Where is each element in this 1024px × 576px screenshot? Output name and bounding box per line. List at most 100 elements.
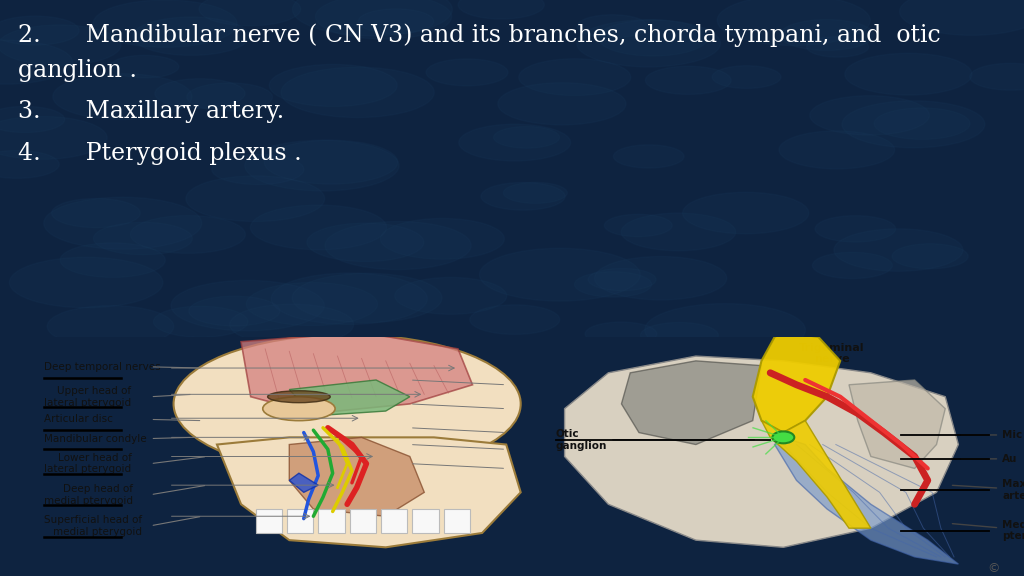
Circle shape <box>970 63 1024 90</box>
Polygon shape <box>774 437 958 564</box>
Circle shape <box>519 59 631 96</box>
Circle shape <box>899 0 1024 35</box>
Text: Au: Au <box>962 454 1018 464</box>
Circle shape <box>60 243 165 278</box>
Text: Mandibular condyle: Mandibular condyle <box>44 434 147 444</box>
Bar <box>381 509 408 533</box>
Circle shape <box>264 140 397 184</box>
Circle shape <box>604 214 672 237</box>
Circle shape <box>110 55 179 78</box>
Circle shape <box>51 199 140 228</box>
Circle shape <box>645 66 731 94</box>
Circle shape <box>394 278 507 314</box>
Circle shape <box>133 17 250 55</box>
Circle shape <box>585 322 657 346</box>
Circle shape <box>0 40 73 84</box>
Circle shape <box>229 304 353 345</box>
Circle shape <box>325 221 471 270</box>
Circle shape <box>470 305 560 335</box>
Text: Deep temporal nerves: Deep temporal nerves <box>44 362 161 372</box>
Bar <box>318 509 345 533</box>
Bar <box>287 509 313 533</box>
Bar <box>349 509 376 533</box>
Text: Medial
pterygoid: Medial pterygoid <box>952 520 1024 541</box>
Circle shape <box>154 306 248 338</box>
Text: Mic: Mic <box>962 430 1022 440</box>
Circle shape <box>188 296 280 326</box>
Circle shape <box>245 140 399 191</box>
Circle shape <box>588 268 656 291</box>
Circle shape <box>834 229 963 271</box>
Polygon shape <box>217 437 520 547</box>
Polygon shape <box>762 420 870 528</box>
Circle shape <box>0 25 121 65</box>
Text: Maxillary
artery: Maxillary artery <box>952 479 1024 501</box>
Circle shape <box>281 67 434 118</box>
Circle shape <box>9 257 163 308</box>
Circle shape <box>271 273 427 324</box>
Circle shape <box>53 74 193 120</box>
Text: Superficial head of
medial pterygoid: Superficial head of medial pterygoid <box>44 515 142 537</box>
Circle shape <box>212 154 304 184</box>
Circle shape <box>380 218 505 259</box>
Text: Articular disc: Articular disc <box>44 414 114 425</box>
Text: ganglion .: ganglion . <box>18 59 137 82</box>
Circle shape <box>186 83 272 111</box>
Circle shape <box>479 248 640 301</box>
Circle shape <box>810 96 930 135</box>
Circle shape <box>307 223 424 262</box>
Circle shape <box>246 282 378 325</box>
Text: 2.      Mandibular nerve ( CN V3) and its branches, chorda tympani, and  otic: 2. Mandibular nerve ( CN V3) and its bra… <box>18 24 941 47</box>
Circle shape <box>577 15 647 38</box>
Circle shape <box>779 131 895 169</box>
Text: Otic
ganglion: Otic ganglion <box>556 429 755 450</box>
Circle shape <box>293 0 453 36</box>
Circle shape <box>315 0 452 39</box>
Bar <box>256 509 282 533</box>
Circle shape <box>498 83 626 125</box>
Circle shape <box>645 304 806 357</box>
Circle shape <box>892 244 969 269</box>
Circle shape <box>459 124 570 161</box>
Circle shape <box>0 107 65 132</box>
Text: Deep head of
medial pterygoid: Deep head of medial pterygoid <box>44 484 133 506</box>
Circle shape <box>251 205 386 250</box>
Text: 4.      Pterygoid plexus .: 4. Pterygoid plexus . <box>18 142 302 165</box>
Polygon shape <box>753 332 841 433</box>
Text: 3.      Maxillary artery.: 3. Maxillary artery. <box>18 100 285 123</box>
Circle shape <box>269 65 397 107</box>
Circle shape <box>815 215 896 242</box>
Circle shape <box>717 0 870 46</box>
Ellipse shape <box>267 391 331 403</box>
Polygon shape <box>622 361 762 445</box>
Ellipse shape <box>772 431 795 444</box>
Circle shape <box>845 53 972 95</box>
Circle shape <box>155 79 245 108</box>
Circle shape <box>93 222 193 255</box>
Circle shape <box>712 66 781 89</box>
Circle shape <box>503 183 567 203</box>
Circle shape <box>0 150 59 179</box>
Circle shape <box>199 0 301 26</box>
Bar <box>413 509 438 533</box>
Circle shape <box>458 0 545 19</box>
Circle shape <box>93 0 238 47</box>
Circle shape <box>481 183 565 210</box>
Text: Lower head of
lateral pterygoid: Lower head of lateral pterygoid <box>44 453 131 475</box>
Circle shape <box>577 20 721 67</box>
Polygon shape <box>241 332 472 414</box>
Text: Trigeminal
nerve: Trigeminal nerve <box>799 343 864 365</box>
Circle shape <box>426 59 508 86</box>
Polygon shape <box>564 356 958 547</box>
Circle shape <box>292 273 442 323</box>
Circle shape <box>44 197 202 249</box>
Circle shape <box>780 20 873 51</box>
Circle shape <box>494 127 560 148</box>
Text: Upper head of
lateral pterygoid: Upper head of lateral pterygoid <box>44 386 131 408</box>
Circle shape <box>0 16 79 45</box>
Circle shape <box>130 215 246 253</box>
Text: ©: © <box>987 562 999 575</box>
Bar <box>443 509 470 533</box>
Circle shape <box>613 145 684 168</box>
Circle shape <box>186 176 325 222</box>
